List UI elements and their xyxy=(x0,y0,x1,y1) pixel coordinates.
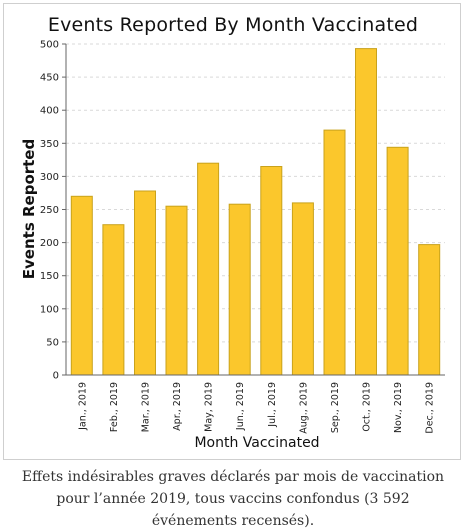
chart-title: Events Reported By Month Vaccinated xyxy=(47,14,419,36)
y-tick-label: 450 xyxy=(40,73,59,84)
y-tick-label: 500 xyxy=(40,40,59,51)
x-tick-label: Sep., 2019 xyxy=(330,382,341,433)
bar xyxy=(228,203,251,376)
bar xyxy=(102,224,125,376)
y-axis-label: Events Reported xyxy=(20,139,38,279)
y-tick-label: 150 xyxy=(40,271,59,282)
y-tick-label: 250 xyxy=(40,205,59,216)
y-tick-label: 0 xyxy=(53,371,59,382)
bar xyxy=(355,48,377,376)
x-tick-label: Jan., 2019 xyxy=(77,382,88,431)
bar xyxy=(291,202,314,376)
bar xyxy=(386,146,409,376)
bar xyxy=(418,244,441,376)
x-tick-label: Nov., 2019 xyxy=(393,382,404,433)
y-tick-label: 50 xyxy=(46,337,59,348)
x-tick-label: Jun., 2019 xyxy=(235,382,246,431)
bars xyxy=(70,48,441,376)
x-tick-label: Oct., 2019 xyxy=(362,382,373,432)
x-tick-label: Dec., 2019 xyxy=(425,382,436,434)
axes xyxy=(62,43,445,376)
bar xyxy=(165,205,188,376)
y-tick-label: 400 xyxy=(40,106,59,117)
x-tick-label: Mar., 2019 xyxy=(141,382,152,432)
y-tick-label: 300 xyxy=(40,172,59,183)
x-tick-label: Jul., 2019 xyxy=(267,382,278,428)
bar-chart: 0 50 100 150 200 250 300 350 400 450 500 Jan., 201… xyxy=(20,40,445,451)
y-tick-label: 100 xyxy=(40,304,59,315)
bar xyxy=(134,190,156,376)
x-tick-label: Apr., 2019 xyxy=(172,382,183,431)
bar xyxy=(197,162,220,376)
x-tick-labels: Jan., 2019 Feb., 2019 Mar., 2019 Apr., 2019… xyxy=(77,382,435,434)
y-tick-labels: 0 50 100 150 200 250 300 350 400 450 500 xyxy=(40,40,59,382)
bar xyxy=(323,129,346,376)
x-tick-label: Aug., 2019 xyxy=(298,382,309,434)
y-tick-label: 200 xyxy=(40,238,59,249)
bar xyxy=(260,166,283,376)
x-axis-label: Month Vaccinated xyxy=(194,435,319,451)
x-tick-label: May, 2019 xyxy=(204,382,215,432)
y-tick-label: 350 xyxy=(40,139,59,150)
figure-caption: Effets indésirables graves déclarés par … xyxy=(21,469,445,529)
x-tick-label: Feb., 2019 xyxy=(109,382,120,432)
bar xyxy=(70,195,93,376)
